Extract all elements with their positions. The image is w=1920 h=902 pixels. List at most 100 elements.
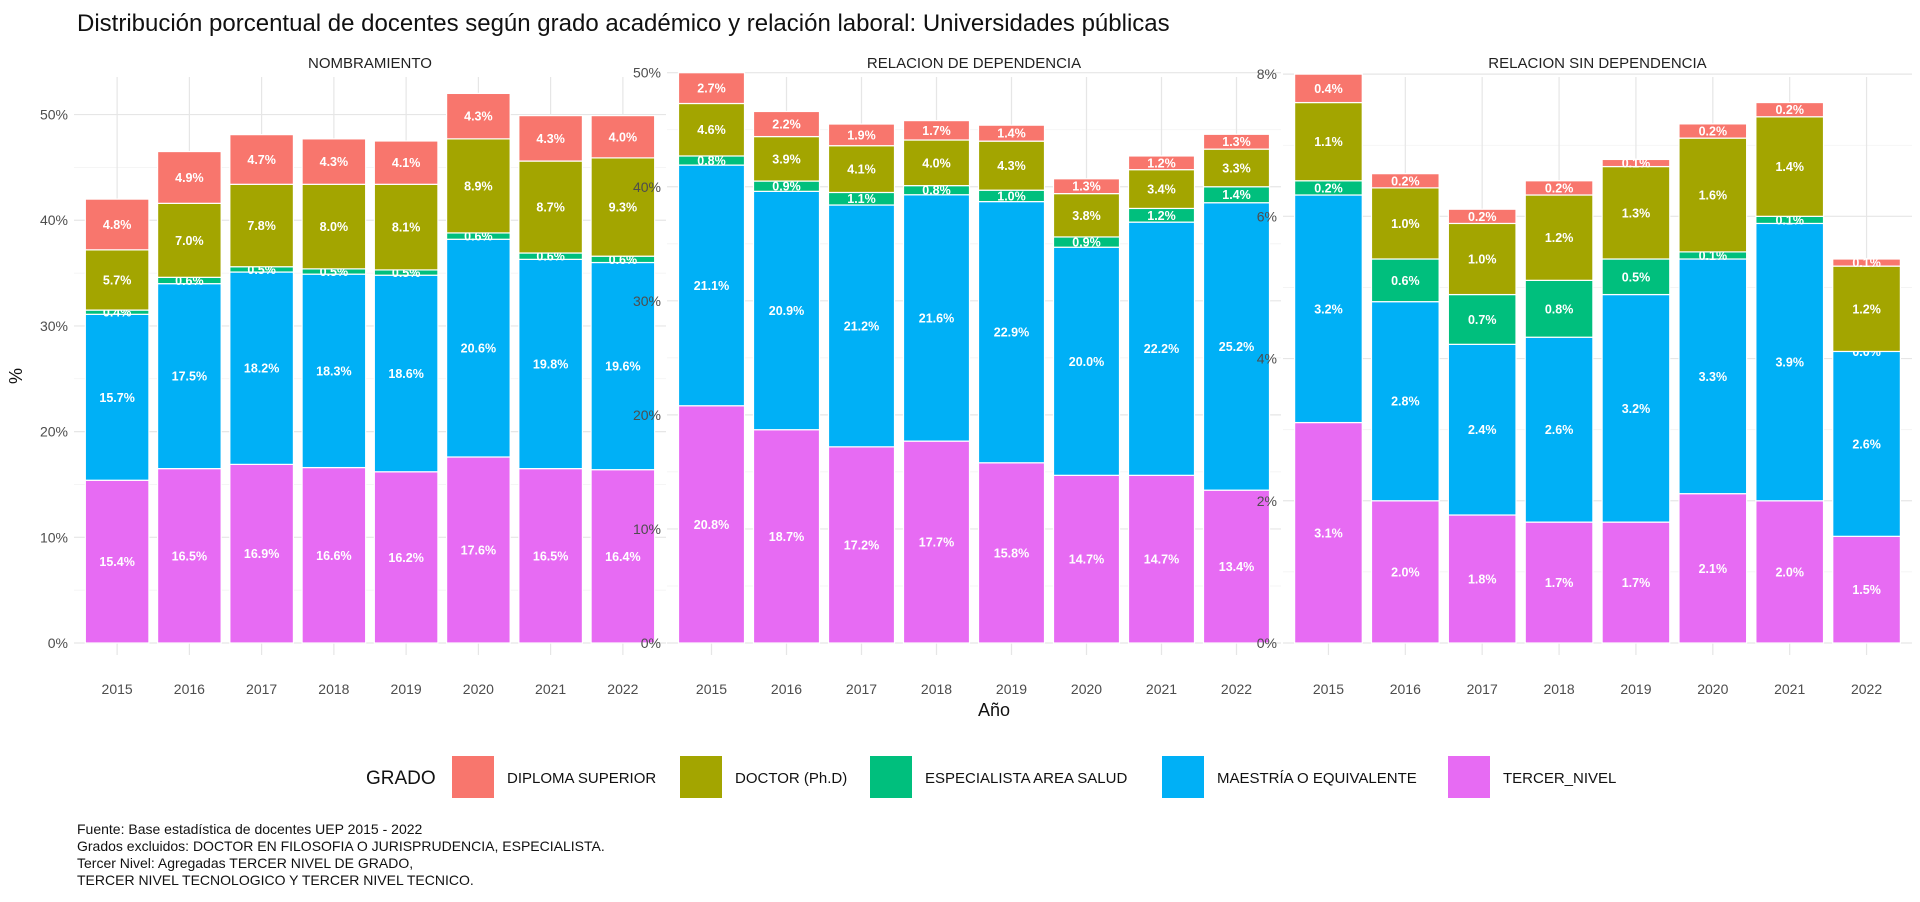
x-tick-label: 2018 — [921, 681, 952, 697]
bar-value-label: 7.0% — [175, 234, 204, 248]
bar-tercer-nivel — [590, 469, 656, 644]
bar-diploma-superior — [1294, 73, 1363, 104]
bar-doctor-ph-d — [977, 140, 1046, 191]
x-tick-label: 2015 — [1313, 681, 1344, 697]
y-axis-title: % — [6, 368, 26, 384]
bar-doctor-ph-d — [1678, 137, 1748, 253]
facet-title: NOMBRAMIENTO — [308, 55, 432, 72]
bar-value-label: 21.2% — [844, 319, 879, 333]
bar-value-label: 2.0% — [1775, 565, 1804, 579]
bar-value-label: 0.8% — [1545, 302, 1574, 316]
bar-diploma-superior — [1832, 258, 1901, 267]
legend-label: MAESTRÍA O EQUIVALENTE — [1217, 770, 1417, 787]
bar-value-label: 4.1% — [847, 163, 876, 177]
caption-line-3: Tercer Nivel: Agregadas TERCER NIVEL DE … — [77, 855, 413, 871]
y-tick-label: 20% — [40, 424, 68, 440]
bar-tercer-nivel — [977, 462, 1046, 644]
bar-maestria-o-equivalente — [1755, 222, 1825, 502]
bar-value-label: 8.0% — [320, 220, 349, 234]
chart-title: Distribución porcentual de docentes segú… — [77, 10, 1170, 37]
bar-value-label: 4.9% — [175, 171, 204, 185]
bar-doctor-ph-d — [1127, 169, 1196, 210]
bar-value-label: 3.2% — [1314, 302, 1343, 316]
bar-value-label: 1.4% — [997, 127, 1026, 141]
bar-value-label: 0.7% — [1468, 313, 1497, 327]
y-tick-label: 30% — [633, 293, 661, 309]
bar-value-label: 3.8% — [1072, 209, 1101, 223]
bar-doctor-ph-d — [902, 139, 971, 187]
caption-line-2: Grados excluidos: DOCTOR EN FILOSOFIA O … — [77, 838, 605, 854]
x-tick-label: 2016 — [1390, 681, 1421, 697]
x-tick-label: 2020 — [1697, 681, 1728, 697]
bar-value-label: 14.7% — [1144, 553, 1179, 567]
bar-value-label: 1.2% — [1147, 209, 1176, 223]
y-tick-label: 20% — [633, 407, 661, 423]
y-tick-label: 10% — [40, 529, 68, 545]
bar-value-label: 0.6% — [1391, 274, 1420, 288]
bar-value-label: 1.3% — [1622, 206, 1651, 220]
bar-value-label: 19.8% — [533, 357, 568, 371]
bar-tercer-nivel — [752, 429, 821, 644]
bar-value-label: 1.8% — [1468, 573, 1497, 587]
x-tick-label: 2015 — [696, 681, 727, 697]
bar-value-label: 1.1% — [1314, 135, 1343, 149]
bar-value-label: 18.6% — [388, 367, 423, 381]
bar-tercer-nivel — [1370, 500, 1440, 644]
bar-value-label: 5.7% — [103, 273, 132, 287]
facet-title: RELACION SIN DEPENDENCIA — [1488, 55, 1706, 72]
legend-swatch-maestria-o-equivalente — [1162, 756, 1204, 798]
bar-diploma-superior — [752, 110, 821, 138]
x-tick-label: 2019 — [996, 681, 1027, 697]
bar-tercer-nivel — [1755, 500, 1825, 644]
bar-tercer-nivel — [1447, 514, 1517, 644]
bar-value-label: 2.8% — [1391, 395, 1420, 409]
facet-nombramiento: NOMBRAMIENTO 0% 10% 20% 30% 40% 50% 2015 2016 201… — [40, 55, 666, 697]
bar-doctor-ph-d — [1370, 187, 1440, 260]
bar-value-label: 0.9% — [772, 180, 801, 194]
bar-value-label: 15.4% — [99, 555, 134, 569]
bar-tercer-nivel — [677, 405, 746, 644]
bar-value-label: 22.9% — [994, 326, 1029, 340]
bar-value-label: 4.1% — [392, 156, 421, 170]
x-tick-label: 2017 — [246, 681, 277, 697]
bar-value-label: 17.2% — [844, 538, 879, 552]
bar-value-label: 14.7% — [1069, 553, 1104, 567]
bar-doctor-ph-d — [445, 138, 511, 234]
bar-tercer-nivel — [1052, 474, 1121, 644]
bar-value-label: 16.4% — [605, 550, 640, 564]
bar-value-label: 4.6% — [697, 123, 726, 137]
y-tick-label: 2% — [1257, 493, 1277, 509]
legend-swatch-diploma-superior — [452, 756, 494, 798]
bar-value-label: 1.7% — [1545, 576, 1574, 590]
bar-value-label: 21.1% — [694, 279, 729, 293]
bar-value-label: 16.5% — [533, 549, 568, 563]
bar-value-label: 0.8% — [697, 154, 726, 168]
bar-tercer-nivel — [1202, 489, 1271, 644]
bar-diploma-superior — [518, 115, 584, 162]
bar-maestria-o-equivalente — [1601, 293, 1671, 523]
bar-doctor-ph-d — [156, 202, 222, 278]
bar-value-label: 20.8% — [694, 518, 729, 532]
caption-line-1: Fuente: Base estadística de docentes UEP… — [77, 821, 423, 837]
x-tick-label: 2022 — [607, 681, 638, 697]
bar-value-label: 16.5% — [172, 549, 207, 563]
bar-value-label: 19.6% — [605, 360, 640, 374]
y-tick-label: 30% — [40, 318, 68, 334]
bar-value-label: 17.6% — [461, 543, 496, 557]
y-tick-label: 0% — [641, 635, 661, 651]
bar-diploma-superior — [1202, 133, 1271, 150]
bar-tercer-nivel — [1127, 474, 1196, 644]
bar-value-label: 1.0% — [1468, 253, 1497, 267]
bar-doctor-ph-d — [590, 157, 656, 257]
bar-value-label: 2.6% — [1545, 423, 1574, 437]
bar-doctor-ph-d — [827, 145, 896, 194]
bar-doctor-ph-d — [677, 102, 746, 157]
bar-maestria-o-equivalente — [1524, 336, 1594, 523]
y-tick-label: 40% — [633, 179, 661, 195]
bar-value-label: 16.9% — [244, 547, 279, 561]
bar-value-label: 1.1% — [847, 192, 876, 206]
bar-value-label: 1.3% — [1222, 135, 1251, 149]
bar-doctor-ph-d — [1601, 165, 1671, 260]
facet-title: RELACION DE DEPENDENCIA — [867, 55, 1081, 72]
bar-value-label: 0.2% — [1391, 174, 1420, 188]
